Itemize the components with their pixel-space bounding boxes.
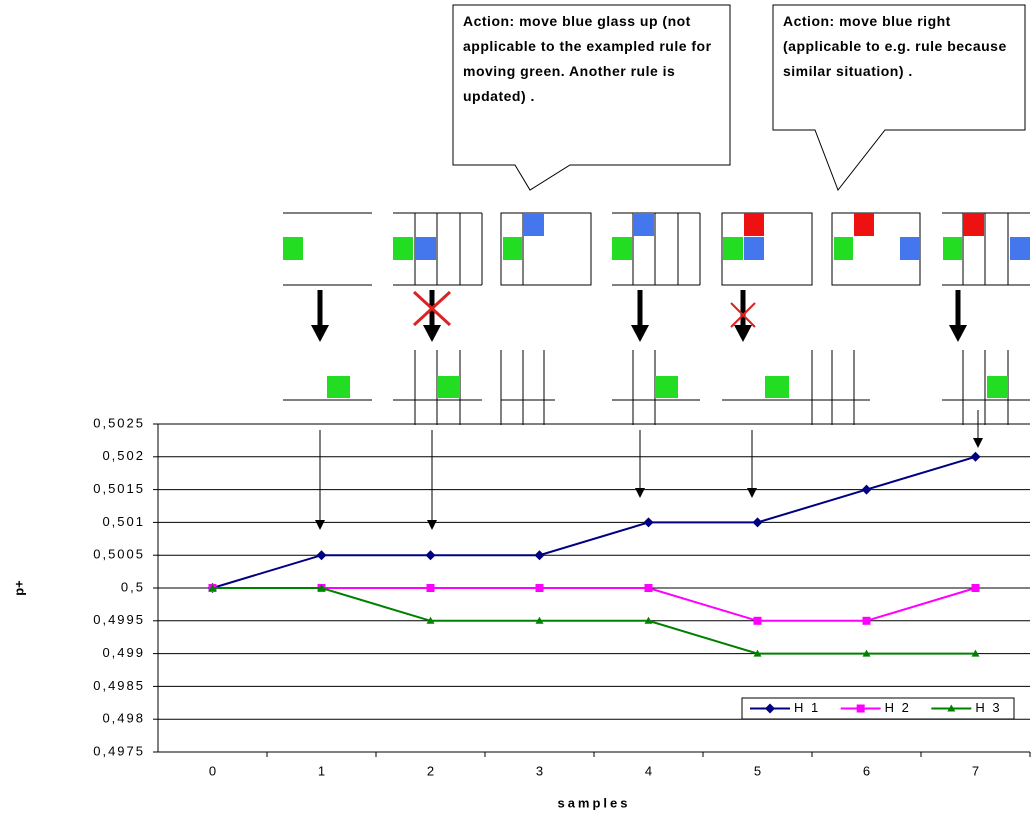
x-tick-label: 2 <box>427 763 434 778</box>
y-tick-label: 0,4975 <box>93 743 145 758</box>
block <box>437 376 460 398</box>
arrow-head <box>631 325 649 342</box>
y-tick-label: 0,5 <box>121 579 145 594</box>
marker <box>862 485 872 495</box>
marker <box>427 584 435 592</box>
arrow-head <box>949 325 967 342</box>
block <box>655 376 678 398</box>
marker <box>753 517 763 527</box>
block <box>744 237 764 260</box>
block <box>854 213 874 236</box>
block <box>987 376 1008 398</box>
block <box>503 237 522 260</box>
block <box>612 237 632 260</box>
arrow-head <box>423 325 441 342</box>
y-tick-label: 0,502 <box>102 448 145 463</box>
y-tick-label: 0,5005 <box>93 547 145 562</box>
arrow-head <box>311 325 329 342</box>
block <box>393 237 413 260</box>
x-axis-label: samples <box>557 795 630 810</box>
pointer-head <box>315 520 325 530</box>
block <box>765 376 789 398</box>
y-tick-label: 0,4985 <box>93 678 145 693</box>
legend-label: H 3 <box>975 700 1001 715</box>
block <box>633 213 654 236</box>
x-tick-label: 4 <box>645 763 652 778</box>
x-tick-label: 3 <box>536 763 543 778</box>
marker <box>972 584 980 592</box>
x-tick-label: 0 <box>209 763 216 778</box>
legend-label: H 1 <box>794 700 820 715</box>
block <box>900 237 920 260</box>
y-tick-label: 0,499 <box>102 645 145 660</box>
block <box>415 237 436 260</box>
marker <box>536 584 544 592</box>
marker <box>317 550 327 560</box>
pointer-head <box>973 438 983 448</box>
y-tick-label: 0,4995 <box>93 612 145 627</box>
legend-label: H 2 <box>885 700 911 715</box>
block <box>523 213 544 236</box>
block <box>283 237 303 260</box>
y-tick-label: 0,5015 <box>93 481 145 496</box>
block <box>723 237 743 260</box>
block <box>744 213 764 236</box>
marker <box>863 617 871 625</box>
x-tick-label: 5 <box>754 763 761 778</box>
block <box>963 213 984 236</box>
marker <box>535 550 545 560</box>
marker <box>857 705 865 713</box>
block <box>834 237 853 260</box>
block <box>1010 237 1030 260</box>
pointer-head <box>747 488 757 498</box>
x-tick-label: 6 <box>863 763 870 778</box>
y-tick-label: 0,5025 <box>93 415 145 430</box>
x-tick-label: 1 <box>318 763 325 778</box>
series-line <box>213 588 976 621</box>
arrow-head <box>734 325 752 342</box>
marker <box>644 517 654 527</box>
block <box>327 376 350 398</box>
marker <box>426 550 436 560</box>
y-tick-label: 0,501 <box>102 514 145 529</box>
x-tick-label: 7 <box>972 763 979 778</box>
diagram <box>283 213 1030 425</box>
marker <box>754 617 762 625</box>
y-axis-label: p+ <box>11 580 26 596</box>
marker <box>971 452 981 462</box>
chart: p+ samples Action: move blue glass up (n… <box>0 0 1034 823</box>
pointer-head <box>635 488 645 498</box>
block <box>943 237 962 260</box>
marker <box>645 584 653 592</box>
pointer-head <box>427 520 437 530</box>
callout-box <box>773 5 1025 190</box>
y-tick-label: 0,498 <box>102 711 145 726</box>
